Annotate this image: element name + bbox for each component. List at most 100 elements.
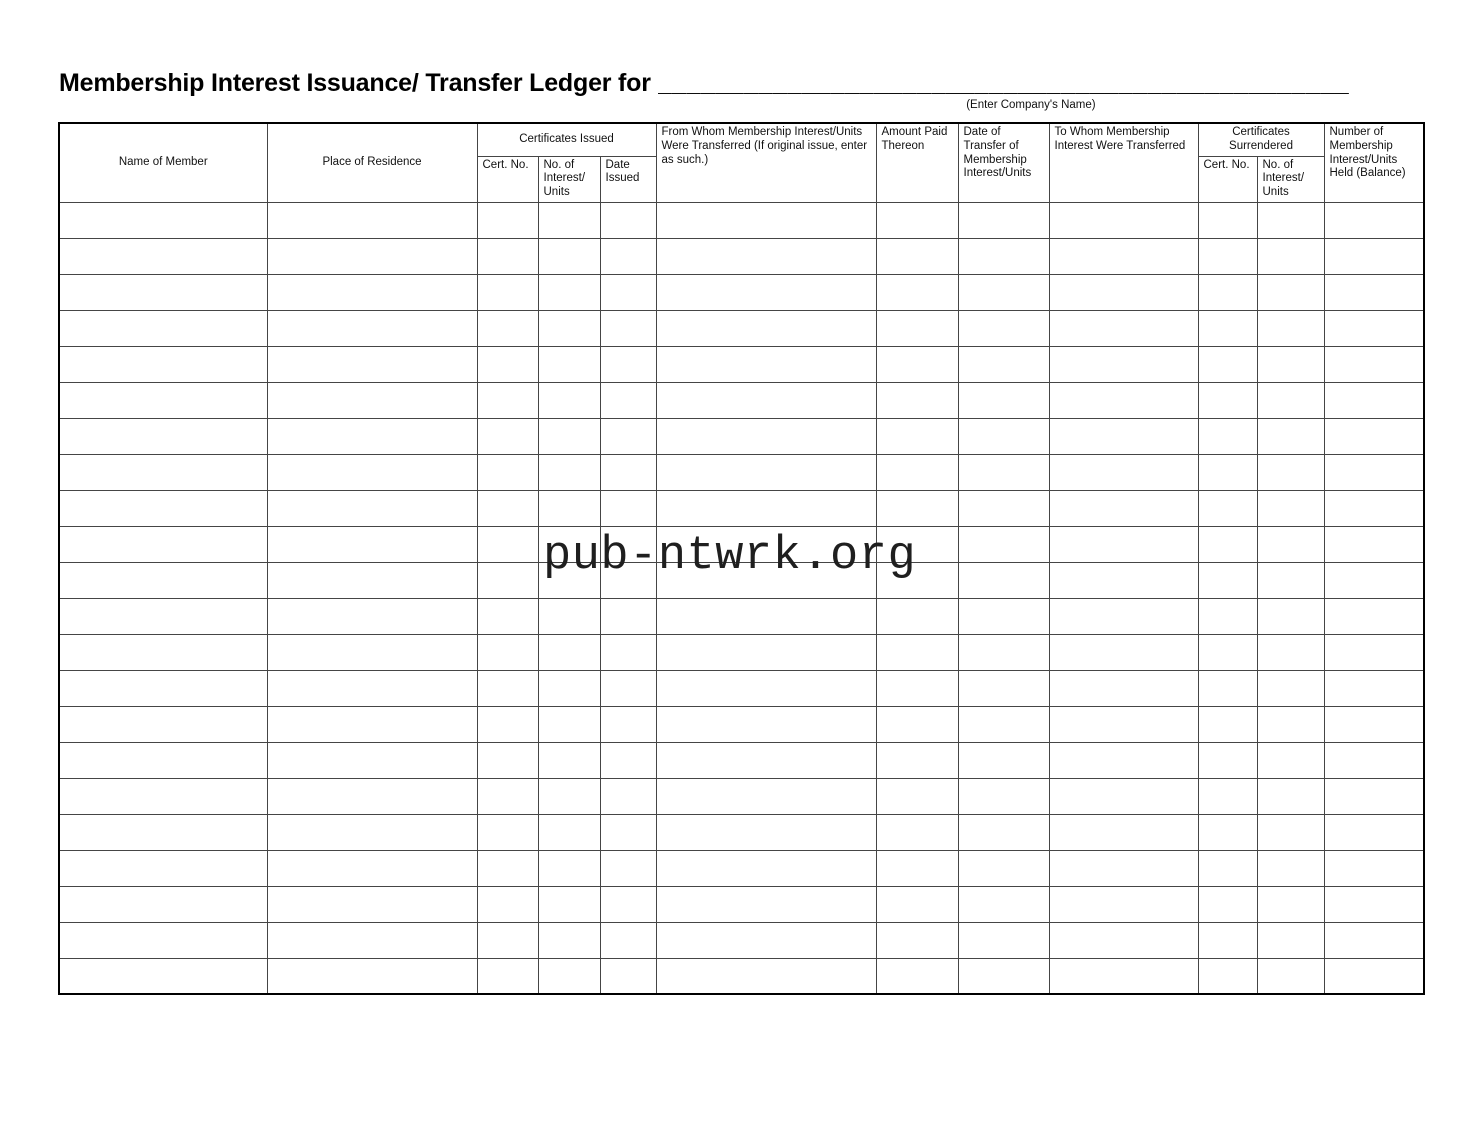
ledger-cell: [1256, 777, 1325, 815]
ledger-cell: [599, 309, 657, 347]
ledger-cell: [537, 633, 601, 671]
table-row: [58, 273, 1425, 311]
ledger-cell: [58, 633, 268, 671]
ledger-cell: [476, 309, 539, 347]
ledger-cell: [266, 489, 478, 527]
ledger-cell: [655, 309, 877, 347]
ledger-cell: [58, 669, 268, 707]
ledger-cell: [58, 381, 268, 419]
ledger-cell: [476, 741, 539, 779]
ledger-cell: [476, 777, 539, 815]
ledger-cell: [266, 309, 478, 347]
ledger-cell: [655, 201, 877, 239]
ledger-cell: [1048, 669, 1199, 707]
ledger-cell: [1048, 201, 1199, 239]
ledger-cell: [875, 885, 959, 923]
ledger-cell: [1048, 453, 1199, 491]
ledger-cell: [655, 741, 877, 779]
ledger-cell: [1323, 957, 1425, 995]
ledger-cell: [957, 489, 1050, 527]
title-row: Membership Interest Issuance/ Transfer L…: [59, 68, 1404, 111]
ledger-cell: [1197, 813, 1258, 851]
ledger-cell: [537, 237, 601, 275]
ledger-cell: [957, 201, 1050, 239]
ledger-cell: [655, 705, 877, 743]
ledger-cell: [957, 309, 1050, 347]
ledger-cell: [655, 381, 877, 419]
ledger-cell: [599, 381, 657, 419]
ledger-cell: [58, 885, 268, 923]
column-header-place-of-residence: Place of Residence: [266, 122, 478, 203]
ledger-cell: [599, 957, 657, 995]
ledger-cell: [266, 741, 478, 779]
ledger-cell: [58, 705, 268, 743]
column-header-cert-no-issued: Cert. No.: [476, 155, 539, 203]
ledger-cell: [266, 921, 478, 959]
ledger-cell: [599, 705, 657, 743]
ledger-cell: [957, 597, 1050, 635]
ledger-cell: [1256, 273, 1325, 311]
ledger-cell: [537, 417, 601, 455]
ledger-cell: [537, 525, 601, 563]
table-row: [58, 489, 1425, 527]
table-row: [58, 849, 1425, 887]
ledger-cell: [599, 237, 657, 275]
ledger-cell: [957, 669, 1050, 707]
ledger-cell: [476, 489, 539, 527]
ledger-cell: [537, 921, 601, 959]
company-name-field: ________________________________________…: [657, 68, 1404, 111]
ledger-cell: [655, 957, 877, 995]
ledger-cell: [1048, 777, 1199, 815]
column-header-name-of-member: Name of Member: [58, 122, 268, 203]
table-row: [58, 381, 1425, 419]
column-header-date-of-transfer: Date of Transfer of Membership Interest/…: [957, 122, 1050, 203]
ledger-cell: [266, 525, 478, 563]
ledger-cell: [58, 849, 268, 887]
ledger-cell: [537, 273, 601, 311]
ledger-cell: [1323, 273, 1425, 311]
ledger-cell: [537, 705, 601, 743]
ledger-cell: [1048, 633, 1199, 671]
ledger-cell: [1323, 885, 1425, 923]
ledger-cell: [58, 489, 268, 527]
ledger-cell: [537, 453, 601, 491]
ledger-cell: [655, 669, 877, 707]
ledger-cell: [1048, 849, 1199, 887]
ledger-cell: [1197, 489, 1258, 527]
ledger-cell: [1323, 381, 1425, 419]
ledger-cell: [875, 921, 959, 959]
ledger-cell: [537, 597, 601, 635]
ledger-cell: [58, 741, 268, 779]
column-header-date-issued: Date Issued: [599, 155, 657, 203]
table-row: [58, 921, 1425, 959]
company-name-blank-line: ________________________________________…: [657, 69, 1350, 97]
ledger-cell: [476, 813, 539, 851]
ledger-cell: [1256, 453, 1325, 491]
ledger-cell: [537, 309, 601, 347]
ledger-cell: [1256, 525, 1325, 563]
table-row: [58, 957, 1425, 995]
ledger-cell: [1048, 813, 1199, 851]
ledger-cell: [957, 813, 1050, 851]
ledger-header: Name of Member Place of Residence Certif…: [58, 122, 1425, 203]
ledger-cell: [875, 849, 959, 887]
ledger-cell: [957, 921, 1050, 959]
ledger-cell: [476, 561, 539, 599]
ledger-cell: [537, 345, 601, 383]
ledger-cell: [1048, 273, 1199, 311]
ledger-cell: [266, 633, 478, 671]
table-row: [58, 885, 1425, 923]
ledger-cell: [266, 957, 478, 995]
ledger-body: [58, 201, 1425, 995]
ledger-cell: [655, 813, 877, 851]
ledger-cell: [1256, 957, 1325, 995]
ledger-cell: [1197, 597, 1258, 635]
ledger-cell: [599, 489, 657, 527]
ledger-cell: [1048, 741, 1199, 779]
ledger-cell: [957, 381, 1050, 419]
ledger-cell: [1197, 921, 1258, 959]
ledger-cell: [957, 561, 1050, 599]
ledger-cell: [266, 777, 478, 815]
ledger-cell: [875, 669, 959, 707]
